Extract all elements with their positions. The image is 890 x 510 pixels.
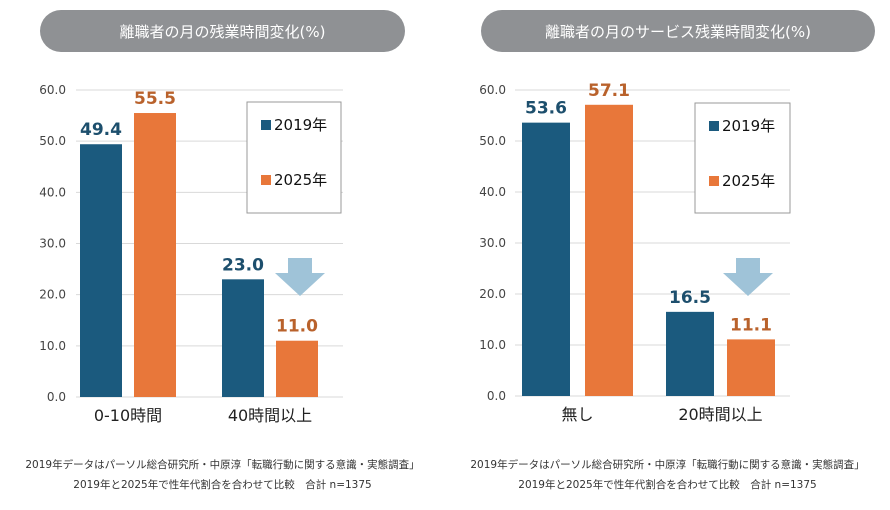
bar-2025 <box>276 340 318 397</box>
bar-2019 <box>522 122 570 396</box>
x-category-label: 20時間以上 <box>678 405 762 424</box>
x-category-label: 無し <box>561 405 593 424</box>
legend-swatch <box>261 175 271 185</box>
y-tick-label: 30.0 <box>39 237 66 251</box>
legend-label: 2019年 <box>722 117 775 135</box>
value-label: 57.1 <box>588 81 630 101</box>
value-label: 23.0 <box>222 255 264 275</box>
legend-label: 2025年 <box>722 172 775 190</box>
source-note-right: 2019年データはパーソル総合研究所・中原淳「転職行動に関する意識・実態調査」 <box>470 459 865 471</box>
down-arrow-icon <box>275 258 325 296</box>
y-tick-label: 10.0 <box>39 339 66 353</box>
bar-2025 <box>134 113 176 398</box>
value-label: 11.1 <box>730 315 772 335</box>
y-tick-label: 20.0 <box>39 288 66 302</box>
sample-note-left: 2019年と2025年で性年代割合を合わせて比較 合計 n=1375 <box>73 479 372 491</box>
bar-2019 <box>80 144 122 397</box>
x-category-label: 40時間以上 <box>228 406 312 425</box>
value-label: 11.0 <box>276 317 318 337</box>
down-arrow-icon <box>723 258 773 296</box>
value-label: 16.5 <box>669 288 711 308</box>
legend-label: 2025年 <box>274 171 327 189</box>
sample-note-right: 2019年と2025年で性年代割合を合わせて比較 合計 n=1375 <box>518 479 817 491</box>
y-tick-label: 50.0 <box>479 134 506 148</box>
legend-swatch <box>261 120 271 130</box>
y-tick-label: 50.0 <box>39 134 66 148</box>
bar-2019 <box>222 279 264 397</box>
value-label: 49.4 <box>80 120 122 140</box>
legend-swatch <box>709 176 719 186</box>
source-note-left: 2019年データはパーソル総合研究所・中原淳「転職行動に関する意識・実態調査」 <box>25 459 420 471</box>
y-tick-label: 20.0 <box>479 287 506 301</box>
y-tick-label: 30.0 <box>479 236 506 250</box>
legend-label: 2019年 <box>274 116 327 134</box>
y-tick-label: 40.0 <box>479 185 506 199</box>
y-tick-label: 60.0 <box>39 83 66 97</box>
bar-2019 <box>666 311 714 396</box>
value-label: 55.5 <box>134 89 176 109</box>
y-tick-label: 40.0 <box>39 185 66 199</box>
y-tick-label: 0.0 <box>47 390 66 404</box>
y-tick-label: 10.0 <box>479 338 506 352</box>
y-tick-label: 0.0 <box>487 389 506 403</box>
y-tick-label: 60.0 <box>479 83 506 97</box>
value-label: 53.6 <box>525 99 567 119</box>
bar-2025 <box>585 104 633 396</box>
chart-title-left: 離職者の月の残業時間変化(%) <box>40 10 405 52</box>
bar-2025 <box>727 339 775 396</box>
chart-title-right: 離職者の月のサービス残業時間変化(%) <box>481 10 875 52</box>
x-category-label: 0-10時間 <box>94 406 162 425</box>
legend-swatch <box>709 121 719 131</box>
